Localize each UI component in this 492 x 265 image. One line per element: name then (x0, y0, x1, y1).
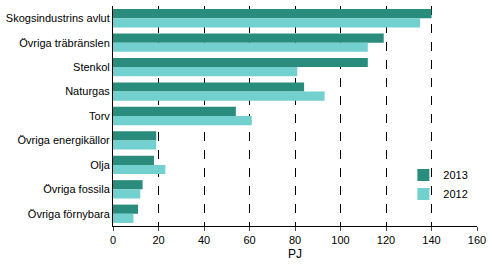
svg-text:0: 0 (110, 234, 116, 246)
svg-text:PJ: PJ (288, 247, 302, 261)
svg-text:Övriga fossila: Övriga fossila (43, 183, 111, 195)
svg-text:40: 40 (198, 234, 210, 246)
svg-text:2013: 2013 (443, 169, 467, 181)
svg-text:2012: 2012 (443, 188, 467, 200)
svg-text:160: 160 (468, 234, 486, 246)
svg-text:80: 80 (289, 234, 301, 246)
svg-text:Olja: Olja (90, 159, 110, 171)
svg-text:Övriga förnybara: Övriga förnybara (28, 208, 111, 220)
svg-text:Skogsindustrins avlut: Skogsindustrins avlut (6, 12, 110, 24)
svg-text:Övriga energikällor: Övriga energikällor (17, 134, 110, 146)
svg-text:Övriga träbränslen: Övriga träbränslen (19, 37, 110, 49)
svg-text:Naturgas: Naturgas (65, 85, 110, 97)
svg-text:60: 60 (243, 234, 255, 246)
svg-text:100: 100 (331, 234, 349, 246)
svg-text:20: 20 (152, 234, 164, 246)
svg-text:Stenkol: Stenkol (73, 61, 110, 73)
svg-text:120: 120 (377, 234, 395, 246)
svg-text:140: 140 (422, 234, 440, 246)
svg-text:Torv: Torv (89, 110, 110, 122)
